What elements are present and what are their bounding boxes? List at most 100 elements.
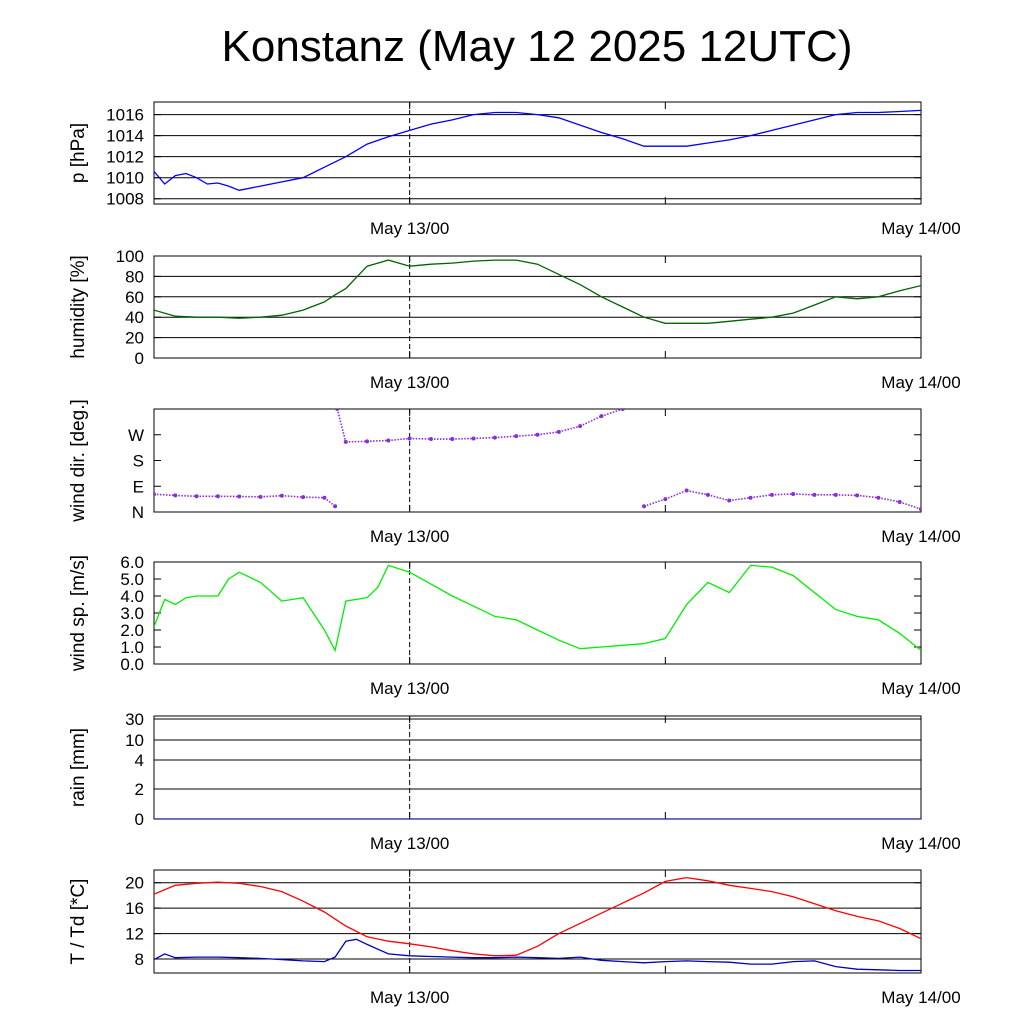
y-tick-label: 6.0 (120, 553, 144, 572)
series-segment (281, 494, 304, 498)
y-tick-label: 12 (125, 925, 144, 944)
x-tick-label: May 14/00 (881, 219, 960, 238)
series-segment (643, 498, 666, 508)
y-tick-label: 1010 (106, 169, 144, 188)
y-tick-label: 20 (125, 329, 144, 348)
y-tick-label: 4.0 (120, 587, 144, 606)
y-axis-label: T / Td [*C] (68, 879, 89, 965)
series-segment (388, 437, 410, 442)
series-line-1 (154, 259, 921, 324)
y-axis-label: rain [mm] (68, 728, 89, 807)
chart-title: Konstanz (May 12 2025 12UTC) (221, 22, 853, 71)
plot-frame (153, 561, 922, 665)
y-tick-label: N (132, 503, 144, 522)
panel-rain: 0 2 410 30 May 13/00 May 14/00 rain [mm] (68, 710, 961, 853)
series-segment (175, 494, 197, 498)
series-line-1 (154, 109, 921, 191)
y-tick-label: 0.0 (120, 655, 144, 674)
y-axis-label: p [hPa] (68, 123, 89, 183)
series-segment (686, 489, 709, 496)
series-segment (729, 496, 751, 502)
series-segment (537, 431, 559, 436)
y-tick-label: W (128, 426, 144, 445)
y-tick-label: S (133, 452, 144, 471)
y-tick-label: 5.0 (120, 570, 144, 589)
x-tick-label: May 13/00 (370, 219, 449, 238)
x-tick-label: May 13/00 (370, 834, 449, 853)
y-tick-label: 16 (125, 899, 144, 918)
y-tick-label: 8 (135, 950, 144, 969)
x-tick-label: May 14/00 (881, 373, 960, 392)
plot-frame (153, 408, 922, 513)
x-tick-label: May 13/00 (370, 988, 449, 1007)
series-segment (303, 496, 325, 499)
x-tick-label: May 13/00 (370, 373, 449, 392)
y-tick-label: 20 (125, 874, 144, 893)
x-tick-label: May 14/00 (881, 527, 960, 546)
series-segment (494, 435, 517, 439)
y-tick-label: 1012 (106, 148, 144, 167)
series-segment (878, 496, 900, 503)
y-tick-label: 60 (125, 288, 144, 307)
series-segment (771, 493, 794, 496)
series-segment (473, 436, 495, 440)
x-tick-label: May 13/00 (370, 527, 449, 546)
series-segment (793, 493, 815, 496)
series-segment (323, 497, 336, 507)
series-segment (707, 494, 730, 502)
series-segment (452, 437, 474, 440)
series-segment (367, 439, 389, 443)
plot-frame (153, 715, 922, 820)
series-segment (336, 409, 347, 443)
y-tick-label: 1016 (106, 106, 144, 125)
y-tick-label: 1014 (106, 127, 144, 146)
y-tick-label: E (133, 477, 144, 496)
panel-temperature: 8 12 16 20 May 13/00 May 14/00 T / Td [*C] (68, 869, 961, 1007)
x-tick-label: May 13/00 (370, 679, 449, 698)
series-segment (409, 437, 431, 440)
y-tick-label: 4 (135, 751, 144, 770)
series-segment (899, 501, 921, 510)
y-tick-label: 2.0 (120, 621, 144, 640)
y-tick-label: 0 (135, 810, 144, 829)
x-tick-label: May 14/00 (881, 834, 960, 853)
y-tick-label: 30 (125, 710, 144, 729)
series-segment (750, 494, 772, 499)
series-line-2 (154, 938, 921, 972)
series-segment (601, 409, 623, 417)
series-segment (345, 440, 368, 443)
plot-frame (153, 101, 922, 205)
y-tick-label: 1008 (106, 190, 144, 209)
y-tick-label: 3.0 (120, 604, 144, 623)
series-line-1 (154, 564, 921, 653)
series-segment (856, 494, 879, 499)
y-tick-label: 100 (116, 247, 144, 266)
y-tick-label: 1.0 (120, 638, 144, 657)
series-segment (516, 433, 538, 437)
series-segment (579, 415, 602, 427)
series-points (154, 409, 921, 512)
series-segment (835, 494, 858, 497)
y-tick-label: 2 (135, 780, 144, 799)
y-axis-label: wind sp. [m/s] (68, 555, 89, 672)
y-tick-label: 10 (125, 731, 144, 750)
series-segment (665, 489, 687, 500)
y-tick-label: 40 (125, 308, 144, 327)
series-segment (260, 494, 282, 498)
y-axis-label: humidity [%] (68, 255, 89, 358)
y-tick-label: 80 (125, 267, 144, 286)
series-segment (558, 425, 581, 433)
panel-pressure: 1008 1010 1012 1014 1016 May 13/00 May 14/00 p … (68, 101, 961, 238)
x-tick-label: May 14/00 (881, 679, 960, 698)
y-tick-label: 0 (135, 349, 144, 368)
plot-frame (153, 869, 922, 974)
panel-wind-speed: 0.01.02.03.04.05.06.0 May 13/00 May 14/00 w… (68, 553, 961, 698)
series-segment (154, 493, 176, 497)
series-line-1 (154, 876, 921, 957)
y-axis-label: wind dir. [deg.] (68, 399, 89, 523)
plot-frame (153, 255, 922, 359)
x-tick-label: May 14/00 (881, 988, 960, 1007)
